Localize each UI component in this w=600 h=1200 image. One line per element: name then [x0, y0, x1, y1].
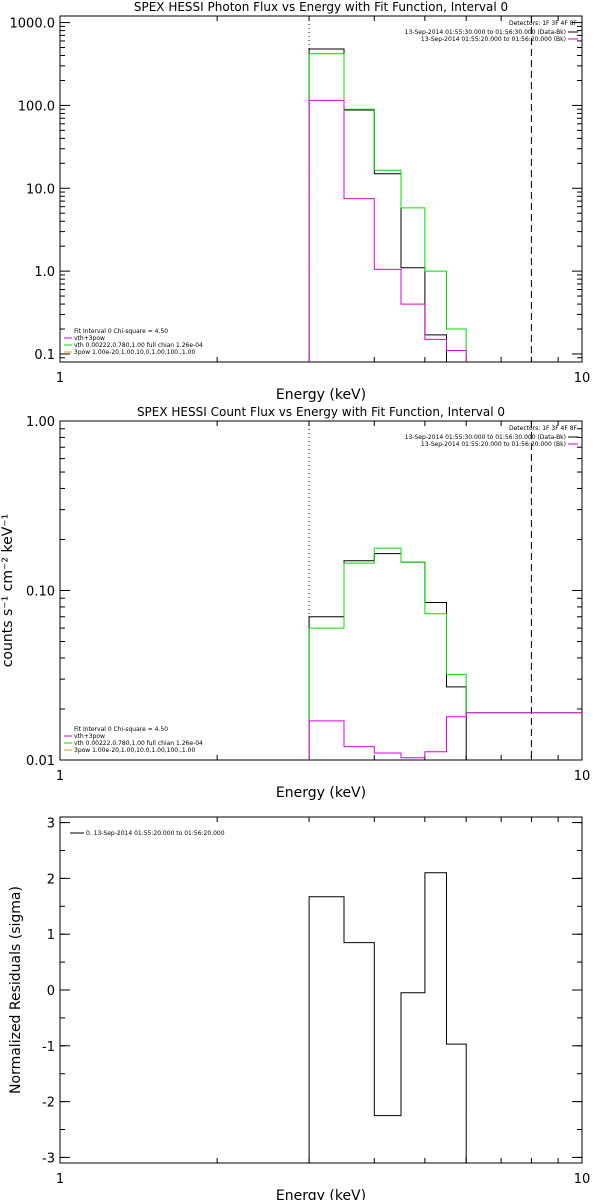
y-tick-label: -2: [42, 1096, 55, 1111]
series-data-line: [308, 48, 447, 362]
legend-entry: vth+3pow: [74, 733, 105, 740]
legend-entry: 3pow 1.00e-20,1.00,10.0,1.00,100.,1.00: [74, 747, 195, 754]
series-2-line: [308, 712, 582, 760]
legend-title: Detectors: 1F 3F 4F 8F: [509, 425, 578, 432]
y-tick-label: 3: [47, 817, 55, 832]
legend-top-left: 0. 13-Sep-2014 01:55:20.000 to 01:56:20.…: [70, 830, 225, 837]
legend-entry: 13-Sep-2014 01:55:30.000 to 01:56:30.000…: [405, 434, 566, 441]
legend-entry: Fit Interval 0 Chi-square = 4.50: [74, 726, 168, 733]
x-tick-label: 10: [574, 1172, 591, 1187]
panel-2: SPEX HESSI Count Flux vs Energy with Fit…: [0, 405, 590, 801]
legend-top-right: Detectors: 1F 3F 4F 8F 13-Sep-2014 01:55:…: [405, 425, 578, 448]
series-1-line: [308, 547, 582, 760]
y-tick-label: -3: [42, 1151, 55, 1166]
y-tick-label: 1.00: [26, 415, 55, 430]
y-tick-label: 1.0: [34, 265, 55, 280]
y-tick-label: 0.01: [26, 754, 55, 769]
series-0-line: [308, 872, 467, 1163]
legend-entry: 13-Sep-2014 01:55:30.000 to 01:56:30.000…: [405, 29, 566, 36]
panel-1: SPEX HESSI Photon Flux vs Energy with Fi…: [10, 0, 591, 403]
y-tick-label: 2: [47, 872, 55, 887]
legend-entry: 13-Sep-2014 01:55:20.000 to 01:56:20.000…: [421, 441, 566, 448]
y-tick-label: 1000.0: [10, 17, 56, 32]
x-axis-ticks: [59, 16, 583, 362]
y-axis-ticks: [60, 420, 582, 761]
legend-title: Detectors: 1F 3F 4F 8F: [509, 20, 578, 27]
plot-frame: [59, 816, 583, 1164]
plot-frame: [59, 420, 583, 761]
y-tick-label: 0.10: [26, 585, 55, 600]
legend-entry: Fit Interval 0 Chi-square = 4.50: [74, 328, 168, 335]
legend-entry: vth 0.00222,0.780,1.00 full chian 1.26e-…: [74, 740, 203, 747]
y-tick-label: 0.1: [34, 348, 55, 363]
series-0-line: [308, 553, 467, 760]
y-tick-label: 100.0: [18, 99, 55, 114]
y-axis-ticks: [60, 22, 582, 363]
series-1-line: [308, 53, 467, 362]
x-axis-label: Energy (keV): [276, 387, 366, 403]
y-axis-label: counts s⁻¹ cm⁻² keV⁻¹: [0, 514, 16, 668]
x-axis-label: Energy (keV): [276, 1188, 366, 1200]
chart-title: SPEX HESSI Count Flux vs Energy with Fit…: [137, 405, 505, 419]
plot-frame: [59, 15, 583, 363]
legend-entry: 0. 13-Sep-2014 01:55:20.000 to 01:56:20.…: [86, 830, 225, 837]
y-axis-label: Normalized Residuals (sigma): [8, 886, 24, 1094]
x-tick-label: 10: [574, 769, 591, 784]
x-tick-label: 1: [56, 371, 64, 386]
legend-top-right: Detectors: 1F 3F 4F 8F 13-Sep-2014 01:55:…: [405, 20, 578, 43]
x-tick-label: 1: [56, 1172, 64, 1187]
x-axis-ticks: [59, 817, 583, 1163]
legend-entry: vth+3pow: [74, 335, 105, 342]
chart-title: SPEX HESSI Photon Flux vs Energy with Fi…: [134, 0, 508, 14]
y-tick-label: 0: [47, 984, 55, 999]
x-tick-label: 1: [56, 769, 64, 784]
legend-bottom-left: Fit Interval 0 Chi-square = 4.50vth+3pow…: [64, 726, 203, 754]
panel-3: 1 10 -3 -2 -1 0 1 2 3 Energy (keV) Normalized Resi…: [8, 816, 591, 1200]
legend-entry: 3pow 1.00e-20,1.00,10.0,1.00,100.,1.00: [74, 349, 195, 356]
y-tick-label: 1: [47, 928, 55, 943]
series-2-line: [308, 99, 467, 362]
legend-entry: vth 0.00222,0.780,1.00 full chian 1.26e-…: [74, 342, 203, 349]
y-tick-label: 10.0: [26, 182, 55, 197]
x-axis-ticks: [59, 421, 583, 760]
x-axis-label: Energy (keV): [276, 785, 366, 801]
y-tick-label: -1: [42, 1040, 55, 1055]
legend-entry: 13-Sep-2014 01:55:20.000 to 01:56:20.000…: [421, 36, 566, 43]
legend-bottom-left: Fit Interval 0 Chi-square = 4.50vth+3pow…: [64, 328, 203, 356]
y-axis-ticks: [60, 822, 582, 1158]
x-tick-label: 10: [574, 371, 591, 386]
